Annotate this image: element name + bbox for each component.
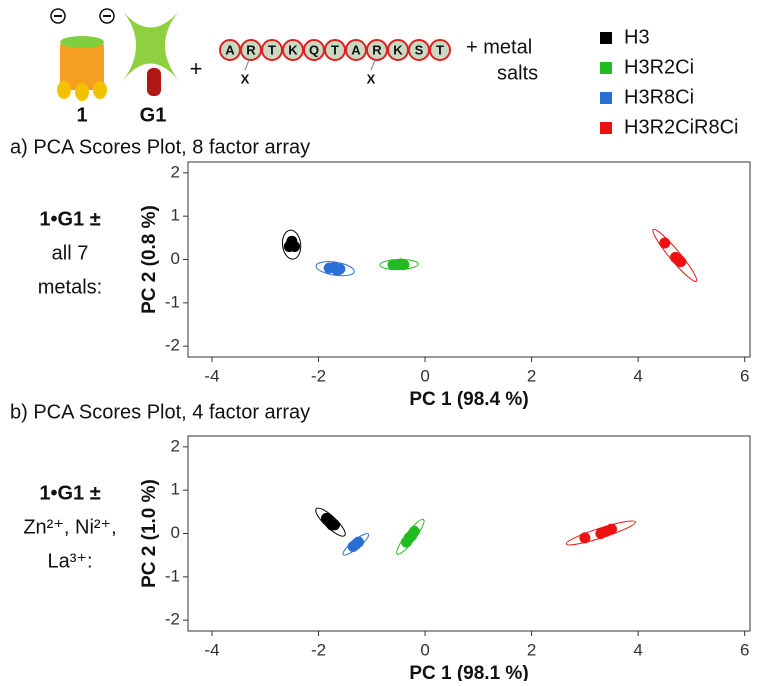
y-tick-label: 0 bbox=[171, 249, 180, 268]
x-tick-label: 0 bbox=[420, 366, 429, 385]
x-tick-label: 0 bbox=[420, 640, 429, 659]
score-point bbox=[605, 523, 617, 535]
residue-letter: K bbox=[393, 42, 403, 57]
residue-letter: R bbox=[246, 42, 256, 57]
legend-label: H3 bbox=[624, 26, 650, 48]
side-label: 1•G1 ± bbox=[39, 208, 100, 230]
score-point bbox=[400, 536, 412, 548]
modification-label: X bbox=[367, 71, 376, 86]
x-axis-label: PC 1 (98.1 %) bbox=[409, 663, 528, 681]
side-label: 1•G1 ± bbox=[39, 482, 100, 504]
y-tick-label: -2 bbox=[165, 610, 180, 629]
x-tick-label: -4 bbox=[204, 640, 219, 659]
guest-label: G1 bbox=[140, 104, 167, 126]
score-point bbox=[408, 525, 420, 537]
side-label: La³⁺: bbox=[47, 550, 92, 572]
residue-letter: T bbox=[268, 42, 276, 57]
modification-label: X bbox=[241, 71, 250, 86]
legend-label: H3R2CiR8Ci bbox=[624, 116, 738, 138]
x-tick-label: 6 bbox=[740, 366, 749, 385]
reagent-line: + metal bbox=[466, 36, 532, 58]
x-tick-label: -4 bbox=[204, 366, 219, 385]
reagent-line: salts bbox=[497, 62, 538, 84]
legend-swatch bbox=[600, 122, 612, 134]
score-point bbox=[285, 238, 297, 250]
x-axis-label: PC 1 (98.4 %) bbox=[409, 389, 528, 410]
score-point bbox=[659, 237, 671, 249]
x-tick-label: 2 bbox=[527, 366, 536, 385]
legend-swatch bbox=[600, 62, 612, 74]
legend-swatch bbox=[600, 32, 612, 44]
y-tick-label: -1 bbox=[165, 566, 180, 585]
y-tick-label: 0 bbox=[171, 523, 180, 542]
side-label: metals: bbox=[38, 276, 102, 298]
legend-swatch bbox=[600, 92, 612, 104]
plus-sign: + bbox=[190, 56, 203, 81]
residue-letter: A bbox=[351, 42, 361, 57]
y-axis-label: PC 2 (0.8 %) bbox=[139, 205, 160, 314]
chart-title: a) PCA Scores Plot, 8 factor array bbox=[10, 136, 310, 158]
residue-bead bbox=[429, 39, 451, 61]
plot-frame bbox=[187, 161, 751, 358]
x-tick-label: -2 bbox=[311, 366, 326, 385]
x-tick-label: 6 bbox=[740, 640, 749, 659]
peptide: A RXT K Q T A RXK S T bbox=[219, 39, 451, 86]
plot-frame bbox=[187, 435, 751, 632]
residue-letter: T bbox=[331, 42, 339, 57]
residue-letter: Q bbox=[309, 42, 319, 57]
y-tick-label: -1 bbox=[165, 292, 180, 311]
legend: H3 H3R2Ci H3R8Ci H3R2CiR8Ci bbox=[600, 26, 738, 138]
y-axis-label: PC 2 (1.0 %) bbox=[139, 479, 160, 588]
modification-link bbox=[370, 59, 376, 71]
x-tick-label: 4 bbox=[633, 366, 642, 385]
score-point bbox=[579, 532, 591, 544]
y-tick-label: 1 bbox=[171, 206, 180, 225]
host-label: 1 bbox=[76, 104, 87, 126]
y-tick-label: -2 bbox=[165, 336, 180, 355]
x-tick-label: 4 bbox=[633, 640, 642, 659]
modification-link bbox=[244, 59, 250, 71]
score-point bbox=[347, 541, 359, 552]
y-tick-label: 1 bbox=[171, 480, 180, 499]
guest-icon bbox=[122, 10, 180, 96]
x-tick-label: 2 bbox=[527, 640, 536, 659]
residue-letter: A bbox=[225, 42, 235, 57]
y-tick-label: 2 bbox=[171, 162, 180, 181]
x-tick-label: -2 bbox=[311, 640, 326, 659]
side-label: Zn²⁺, Ni²⁺, bbox=[23, 516, 116, 538]
chart-title: b) PCA Scores Plot, 4 factor array bbox=[10, 401, 310, 423]
confidence-ellipse bbox=[281, 229, 302, 260]
residue-letter: K bbox=[288, 42, 298, 57]
residue-letter: S bbox=[415, 42, 424, 57]
host-icon bbox=[50, 8, 115, 101]
score-point bbox=[672, 254, 684, 265]
residue-letter: T bbox=[436, 42, 444, 57]
score-point bbox=[323, 515, 335, 526]
y-tick-label: 2 bbox=[171, 436, 180, 455]
legend-label: H3R2Ci bbox=[624, 56, 694, 78]
legend-label: H3R8Ci bbox=[624, 86, 694, 108]
side-label: all 7 bbox=[52, 242, 89, 264]
score-point bbox=[334, 263, 346, 275]
score-point bbox=[398, 259, 410, 271]
residue-letter: R bbox=[372, 42, 382, 57]
